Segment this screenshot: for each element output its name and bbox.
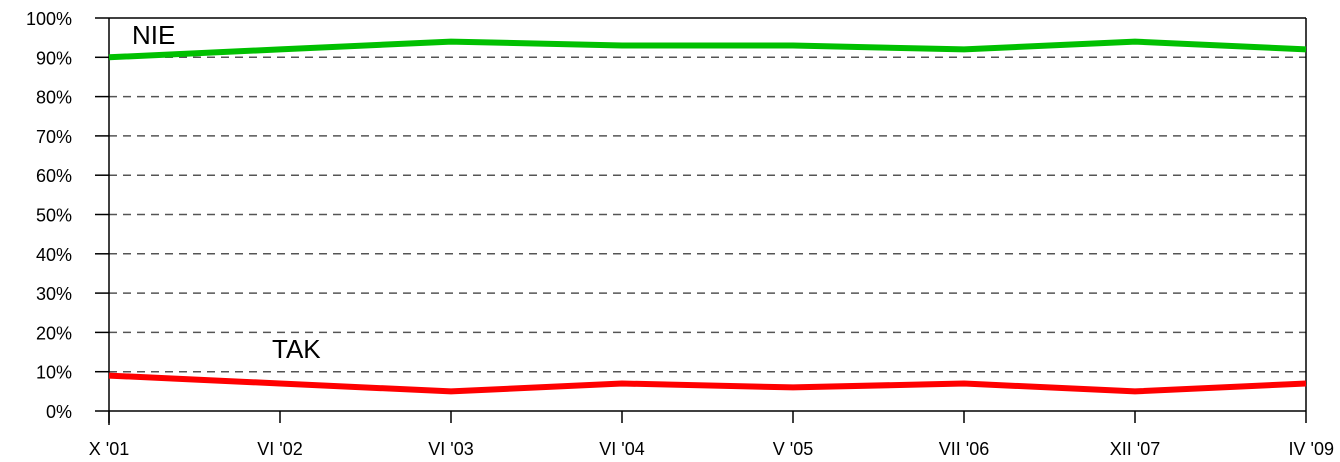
- series-line-nie: [108, 38, 1307, 61]
- y-tick-label: 30%: [36, 284, 72, 304]
- y-tick-label: 100%: [26, 9, 72, 29]
- series-label-nie: NIE: [132, 20, 175, 50]
- y-tick-label: 70%: [36, 127, 72, 147]
- x-tick-label: X '01: [89, 439, 129, 459]
- x-tick-label: XII '07: [1110, 439, 1160, 459]
- tick-labels: 0% 10% 20% 30% 40% 50% 60% 70% 80% 90% 100% X '01 VI…: [26, 9, 1334, 459]
- x-tick-label: VI '02: [257, 439, 302, 459]
- y-tick-label: 60%: [36, 166, 72, 186]
- axes: [95, 17, 1307, 425]
- x-tick-label: IV '09: [1289, 439, 1334, 459]
- y-tick-label: 10%: [36, 363, 72, 383]
- y-tick-label: 0%: [46, 402, 72, 422]
- series-label-tak: TAK: [272, 334, 321, 364]
- x-tick-label: V '05: [773, 439, 813, 459]
- series-lines: [108, 38, 1307, 395]
- x-tick-label: VI '03: [428, 439, 473, 459]
- x-tick-label: VII '06: [939, 439, 989, 459]
- x-tick-label: VI '04: [599, 439, 644, 459]
- series-line-tak: [108, 372, 1307, 395]
- gridlines: [109, 56, 1306, 373]
- y-tick-label: 50%: [36, 206, 72, 226]
- y-tick-label: 20%: [36, 323, 72, 343]
- y-tick-label: 40%: [36, 245, 72, 265]
- y-tick-label: 90%: [36, 48, 72, 68]
- y-tick-label: 80%: [36, 88, 72, 108]
